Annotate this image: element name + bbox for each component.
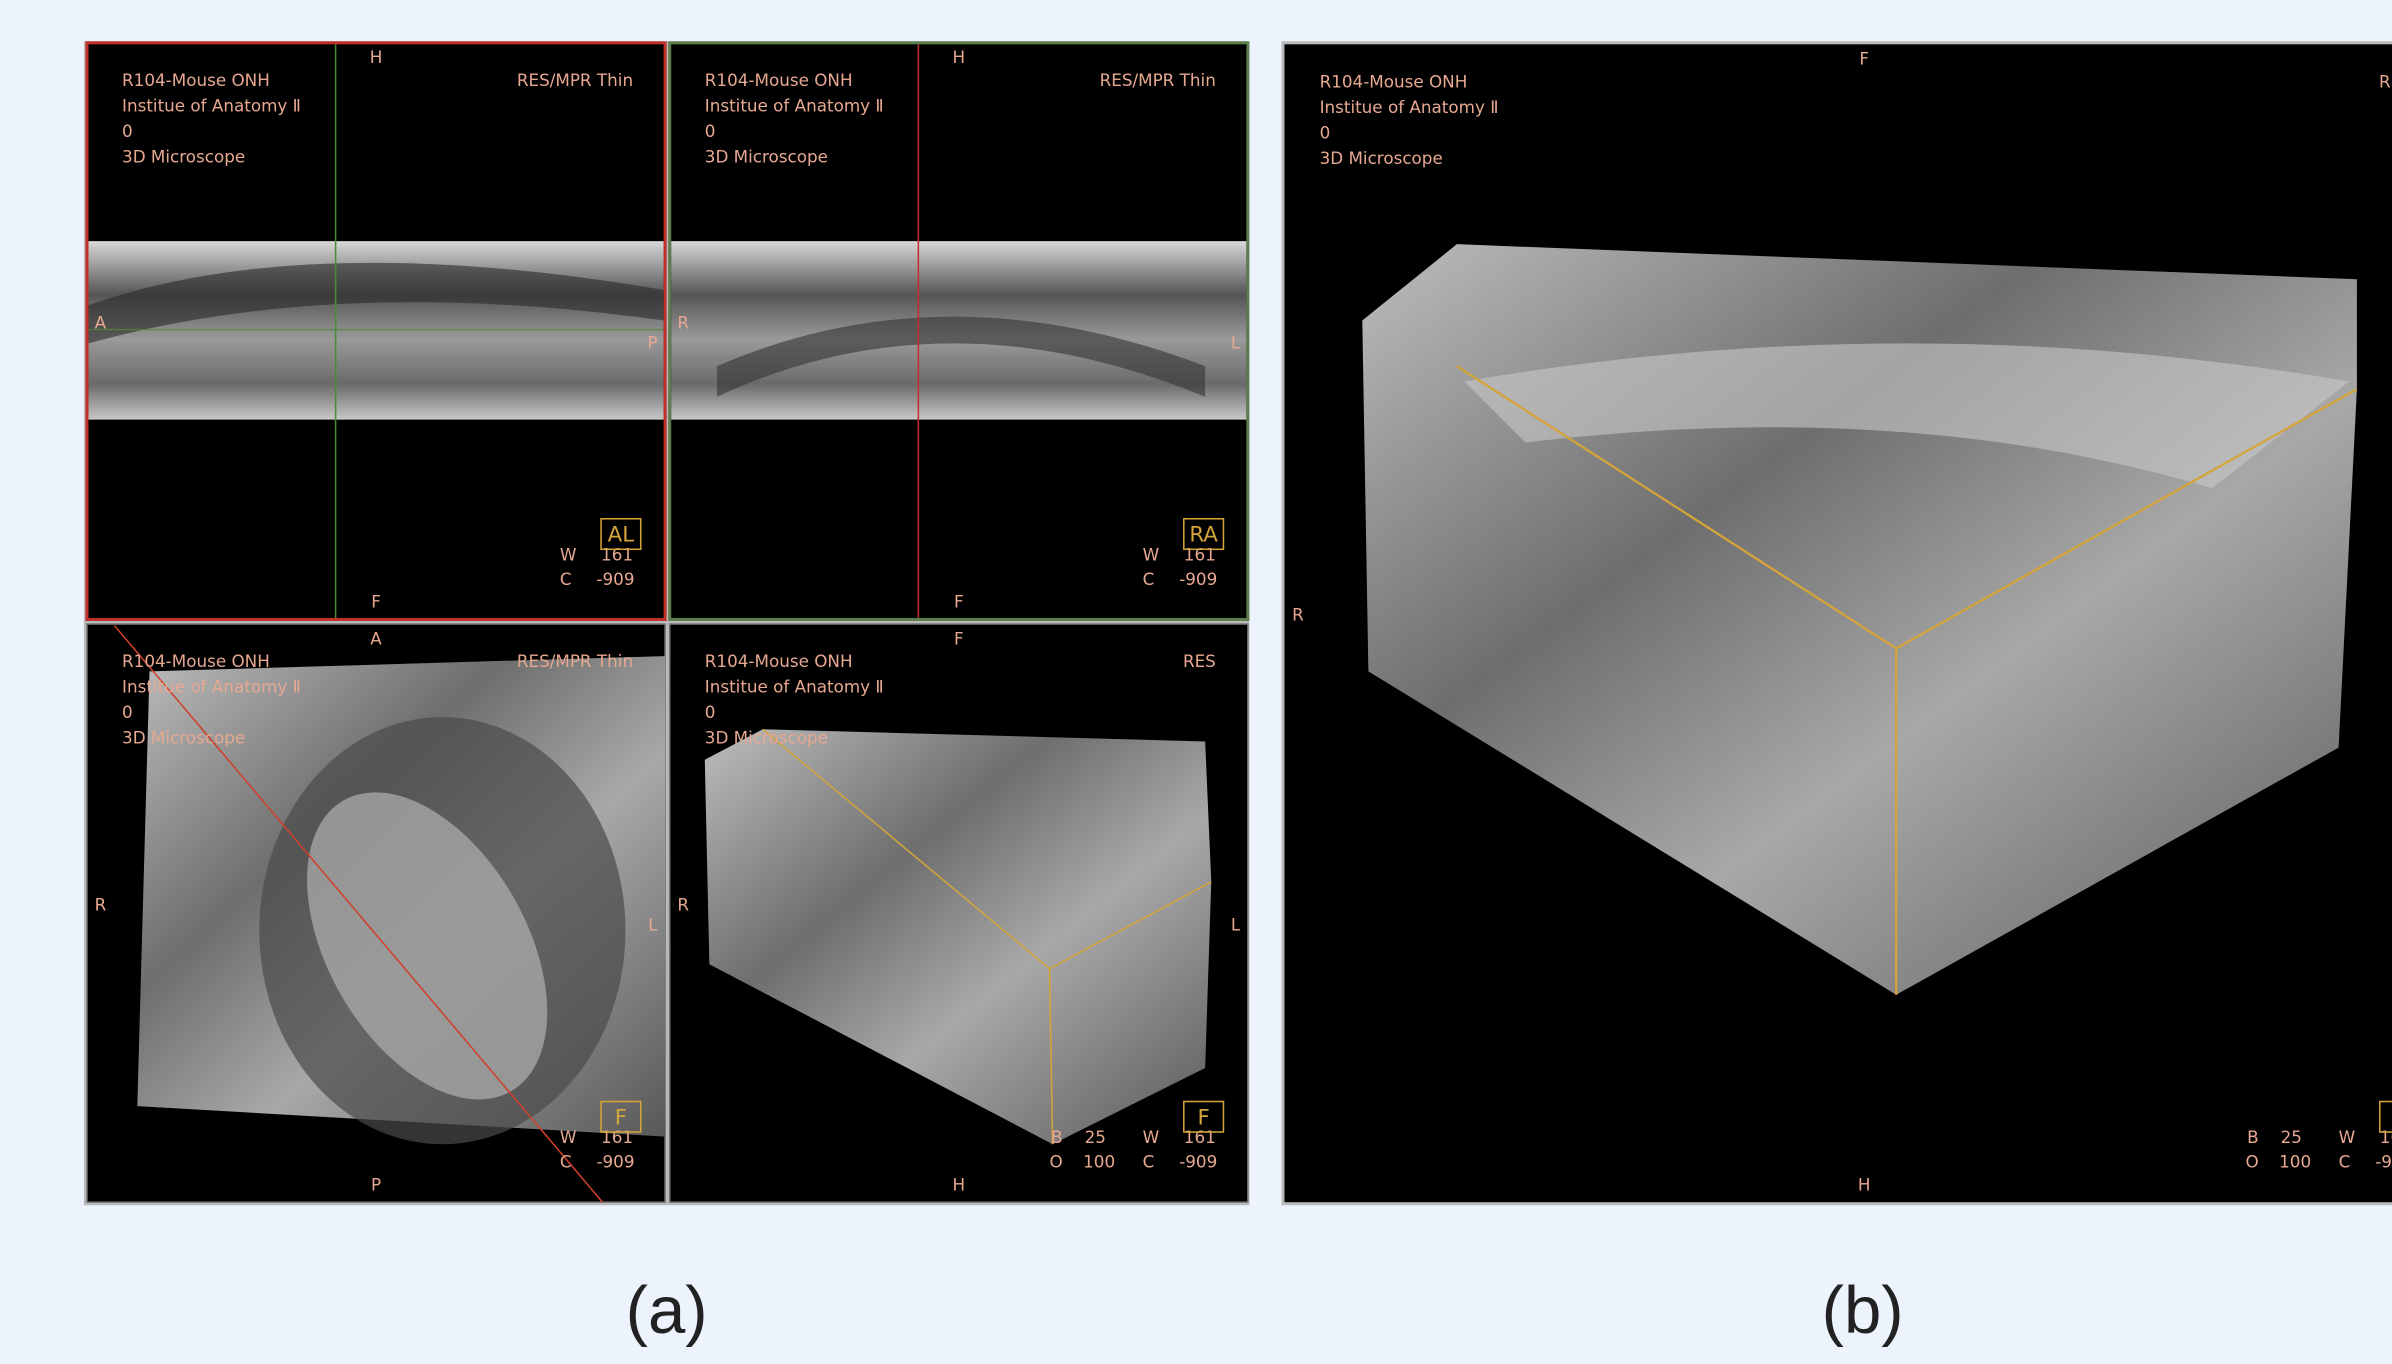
slice-detail	[307, 792, 548, 1100]
viewport-overlay: R104-Mouse ONH Institue of Anatomy Ⅱ 0 3D M…	[95, 47, 658, 612]
info-line: R104-Mouse ONH	[705, 70, 853, 90]
orient-top: H	[952, 47, 965, 67]
brightness-value: 25	[1085, 1127, 1106, 1147]
info-line: 3D Microscope	[705, 728, 828, 748]
info-line: 3D Microscope	[705, 146, 828, 166]
slice-detail	[716, 316, 1206, 397]
orient-left: R	[1292, 605, 1304, 625]
window-label: W	[560, 544, 577, 564]
orient-left: R	[677, 313, 689, 333]
center-value: -909	[1179, 1152, 1217, 1172]
orientation-cube	[600, 518, 642, 551]
orientation-cube-label: AL	[608, 523, 635, 548]
info-line: 3D Microscope	[122, 728, 245, 748]
viewport-overlay: R104-Mouse ONH Institue of Anatomy Ⅱ 0 3D M…	[95, 628, 659, 1194]
caption: (a)	[626, 1273, 708, 1348]
orient-left: R	[95, 894, 107, 914]
info-line: R104-Mouse ONH	[122, 651, 270, 671]
orient-top: A	[370, 628, 382, 648]
info-line: Institue of Anatomy Ⅱ	[705, 677, 884, 697]
viewport-overlay: R104-Mouse ONH Institue of Anatomy Ⅱ 0 3D M…	[1292, 49, 2392, 1194]
info-line: 0	[705, 702, 716, 722]
orient-bottom: H	[1858, 1174, 1871, 1194]
orient-bottom: P	[371, 1174, 381, 1194]
opacity-value: 100	[1083, 1152, 1115, 1172]
orient-right: L	[1231, 332, 1241, 352]
orient-bottom: H	[952, 1174, 965, 1194]
mode-label: RES/MPR Thin	[1100, 70, 1216, 90]
mode-label: RES	[1183, 651, 1216, 671]
window-label: W	[1143, 1127, 1160, 1147]
orientation-cube-label: RA	[1189, 523, 1218, 548]
center-label: C	[1143, 1152, 1155, 1172]
center-label: C	[560, 569, 572, 589]
mode-label: RES	[2379, 71, 2392, 91]
window-label: W	[2339, 1127, 2356, 1147]
orient-bottom: F	[371, 592, 381, 612]
orient-top: F	[954, 628, 964, 648]
brightness-label: B	[2247, 1127, 2259, 1147]
orient-right: L	[1231, 914, 1241, 934]
opacity-label: O	[1050, 1152, 1063, 1172]
window-label: W	[1143, 544, 1160, 564]
slice-detail	[88, 262, 664, 344]
center-value: -909	[2375, 1152, 2392, 1172]
center-label: C	[560, 1152, 572, 1172]
brightness-value: 25	[2281, 1127, 2302, 1147]
info-line: 3D Microscope	[1320, 148, 1443, 168]
orient-right: L	[648, 914, 658, 934]
info-line: 0	[122, 121, 133, 141]
window-value: 161	[2380, 1127, 2392, 1147]
orientation-cube-label: F	[1197, 1105, 1209, 1130]
info-line: 3D Microscope	[122, 146, 245, 166]
orient-right: P	[647, 332, 657, 352]
caption: (b)	[1822, 1273, 1904, 1348]
mode-label: RES/MPR Thin	[517, 651, 633, 671]
center-label: C	[1143, 569, 1155, 589]
viewport-overlay: R104-Mouse ONH Institue of Anatomy Ⅱ 0 3D M…	[677, 628, 1241, 1194]
info-line: Institue of Anatomy Ⅱ	[122, 677, 301, 697]
crosshair	[113, 625, 604, 1203]
opacity-value: 100	[2279, 1152, 2311, 1172]
brightness-label: B	[1051, 1127, 1063, 1147]
orientation-cube	[1183, 1100, 1225, 1133]
center-value: -909	[596, 569, 634, 589]
orientation-cube	[600, 1100, 642, 1133]
orient-bottom: F	[954, 592, 964, 612]
info-line: R104-Mouse ONH	[705, 651, 853, 671]
info-line: 0	[705, 121, 716, 141]
volume-image	[704, 729, 1212, 1145]
info-line: Institue of Anatomy Ⅱ	[705, 95, 884, 115]
mode-label: RES/MPR Thin	[517, 70, 633, 90]
labels: R104-Mouse ONH Institue of Anatomy Ⅱ 0 3D M…	[95, 47, 2392, 1194]
volume-edge	[1048, 968, 1054, 1145]
orient-left: A	[95, 313, 107, 333]
info-line: 0	[122, 702, 133, 722]
orientation-cube	[1183, 518, 1225, 551]
center-value: -909	[1179, 569, 1217, 589]
info-line: Institue of Anatomy Ⅱ	[122, 95, 301, 115]
orientation-cube	[2379, 1100, 2392, 1133]
info-line: 0	[1320, 122, 1331, 142]
center-value: -909	[596, 1152, 634, 1172]
opacity-label: O	[2246, 1152, 2259, 1172]
center-label: C	[2339, 1152, 2351, 1172]
volume-detail	[1464, 343, 2350, 489]
orientation-cube-label: F	[615, 1105, 627, 1130]
info-line: R104-Mouse ONH	[122, 70, 270, 90]
orient-top: F	[1859, 49, 1869, 69]
viewport-overlay: R104-Mouse ONH Institue of Anatomy Ⅱ 0 3D M…	[677, 47, 1241, 612]
orient-left: R	[677, 894, 689, 914]
orient-top: H	[370, 47, 383, 67]
info-line: R104-Mouse ONH	[1320, 71, 1468, 91]
window-label: W	[560, 1127, 577, 1147]
info-line: Institue of Anatomy Ⅱ	[1320, 97, 1499, 117]
